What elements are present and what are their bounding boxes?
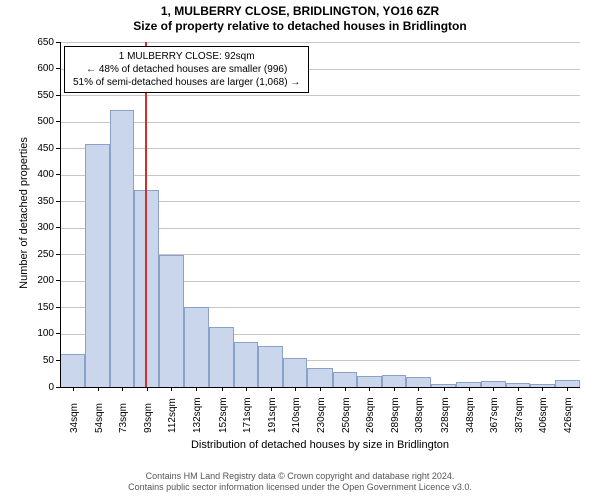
y-tick-label: 600 — [30, 63, 56, 74]
footer-line1: Contains HM Land Registry data © Crown c… — [146, 471, 455, 481]
grid-line — [60, 175, 580, 176]
y-tick-label: 150 — [30, 302, 56, 313]
x-tick-mark — [345, 387, 346, 391]
x-tick-label: 406sqm — [538, 397, 549, 433]
bar — [159, 255, 184, 387]
x-tick-label: 269sqm — [365, 397, 376, 433]
x-tick-mark — [369, 387, 370, 391]
y-tick-label: 100 — [30, 328, 56, 339]
x-tick-mark — [98, 387, 99, 391]
bar — [307, 368, 332, 387]
y-tick-label: 650 — [30, 37, 56, 48]
x-tick-label: 250sqm — [341, 397, 352, 433]
x-tick-label: 426sqm — [563, 397, 574, 433]
x-tick-mark — [394, 387, 395, 391]
annotation-line: ← 48% of detached houses are smaller (99… — [86, 64, 287, 75]
x-tick-label: 230sqm — [316, 397, 327, 433]
x-tick-mark — [246, 387, 247, 391]
x-tick-mark — [122, 387, 123, 391]
bar — [60, 354, 85, 387]
x-tick-label: 191sqm — [267, 397, 278, 433]
x-tick-mark — [147, 387, 148, 391]
bar — [184, 307, 209, 387]
x-tick-mark — [320, 387, 321, 391]
bar — [333, 372, 358, 387]
x-tick-mark — [73, 387, 74, 391]
x-tick-mark — [222, 387, 223, 391]
chart: Number of detached properties 1 MULBERRY… — [0, 0, 600, 500]
x-tick-mark — [469, 387, 470, 391]
grid-line — [60, 122, 580, 123]
bar — [406, 377, 431, 387]
y-tick-label: 50 — [30, 355, 56, 366]
annotation-line: 51% of semi-detached houses are larger (… — [73, 77, 300, 88]
bar — [382, 375, 407, 387]
bar — [258, 346, 283, 387]
x-tick-mark — [518, 387, 519, 391]
x-axis-label: Distribution of detached houses by size … — [60, 439, 580, 451]
x-tick-label: 171sqm — [242, 397, 253, 433]
y-tick-label: 200 — [30, 275, 56, 286]
x-tick-label: 93sqm — [143, 403, 154, 433]
x-tick-label: 348sqm — [465, 397, 476, 433]
marker-line — [145, 42, 147, 387]
bar — [283, 358, 308, 387]
x-tick-mark — [295, 387, 296, 391]
bar — [209, 327, 234, 388]
bar — [234, 342, 259, 387]
y-tick-label: 500 — [30, 116, 56, 127]
x-tick-label: 289sqm — [390, 397, 401, 433]
x-tick-label: 34sqm — [69, 403, 80, 433]
x-tick-mark — [542, 387, 543, 391]
y-tick-label: 350 — [30, 196, 56, 207]
bar — [357, 376, 382, 387]
y-tick-label: 400 — [30, 169, 56, 180]
grid-line — [60, 95, 580, 96]
y-tick-label: 550 — [30, 90, 56, 101]
x-tick-label: 112sqm — [167, 398, 178, 433]
y-tick-label: 250 — [30, 249, 56, 260]
plot-area: 1 MULBERRY CLOSE: 92sqm ← 48% of detached… — [60, 42, 580, 387]
x-tick-mark — [567, 387, 568, 391]
bar — [555, 380, 580, 387]
x-tick-label: 132sqm — [192, 397, 203, 433]
x-tick-label: 328sqm — [440, 397, 451, 433]
grid-line — [60, 148, 580, 149]
y-tick-label: 450 — [30, 143, 56, 154]
bar — [85, 144, 110, 387]
x-tick-label: 152sqm — [218, 397, 229, 433]
y-tick-label: 0 — [30, 382, 56, 393]
y-tick-label: 300 — [30, 222, 56, 233]
x-tick-label: 73sqm — [118, 403, 129, 433]
annotation-box: 1 MULBERRY CLOSE: 92sqm ← 48% of detached… — [64, 46, 309, 93]
x-tick-label: 308sqm — [414, 397, 425, 433]
footer: Contains HM Land Registry data © Crown c… — [0, 471, 600, 494]
y-axis-line — [60, 42, 61, 387]
footer-line2: Contains public sector information licen… — [128, 482, 472, 492]
x-tick-label: 210sqm — [291, 397, 302, 433]
x-tick-mark — [418, 387, 419, 391]
x-tick-mark — [171, 387, 172, 391]
y-axis-label: Number of detached properties — [18, 113, 30, 313]
x-tick-label: 367sqm — [489, 397, 500, 433]
bar — [110, 110, 135, 387]
annotation-line: 1 MULBERRY CLOSE: 92sqm — [119, 51, 255, 62]
x-tick-label: 387sqm — [514, 397, 525, 433]
x-tick-label: 54sqm — [94, 403, 105, 433]
x-tick-mark — [493, 387, 494, 391]
x-tick-mark — [196, 387, 197, 391]
x-tick-mark — [444, 387, 445, 391]
grid-line — [60, 42, 580, 43]
x-tick-mark — [271, 387, 272, 391]
